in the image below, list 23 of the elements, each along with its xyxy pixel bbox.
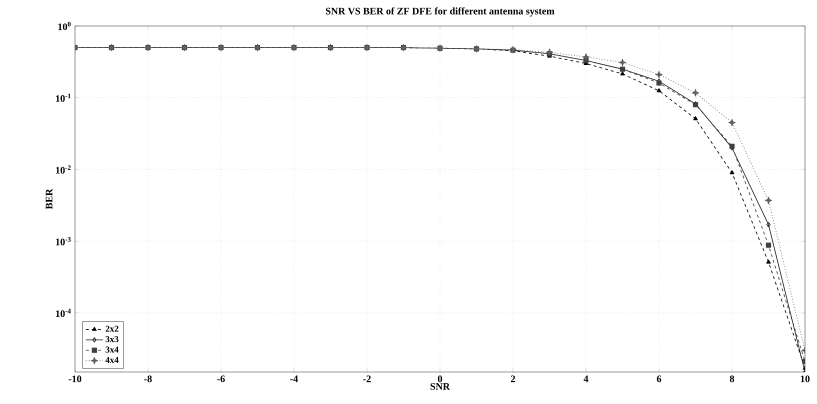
legend-label: 2x2 — [106, 326, 118, 332]
y-axis-title: BER — [46, 188, 52, 210]
legend-label: 4x4 — [105, 356, 119, 363]
y-tick-label: 10$^{-3}$ — [56, 237, 71, 246]
legend-label: 3x3 — [106, 336, 118, 342]
x-axis-title: SNR — [430, 383, 450, 390]
y-tick-label: 10$^{-2}$ — [56, 165, 71, 174]
legend-label: 3x4 — [106, 346, 119, 353]
x-tick-label: 0 — [438, 376, 442, 382]
chart-title: SNR VS BER of ZF DFE for different antenna system — [326, 7, 554, 17]
y-tick-label: 10$^{-1}$ — [56, 94, 71, 102]
x-tick-label: -4 — [290, 376, 298, 382]
x-tick-label: 6 — [656, 376, 662, 382]
x-tick-label: 4 — [584, 376, 588, 382]
x-tick-label: 8 — [730, 376, 734, 382]
x-tick-label: 2 — [510, 376, 516, 382]
x-tick-label: -6 — [217, 376, 225, 382]
x-tick-label: 10 — [800, 376, 810, 382]
x-tick-label: -8 — [144, 376, 152, 382]
y-tick-label: 10$^{0}$ — [58, 22, 71, 30]
x-tick-label: -10 — [68, 376, 82, 382]
y-tick-label: 10$^{-4}$ — [56, 308, 71, 318]
x-tick-label: -2 — [363, 376, 371, 382]
